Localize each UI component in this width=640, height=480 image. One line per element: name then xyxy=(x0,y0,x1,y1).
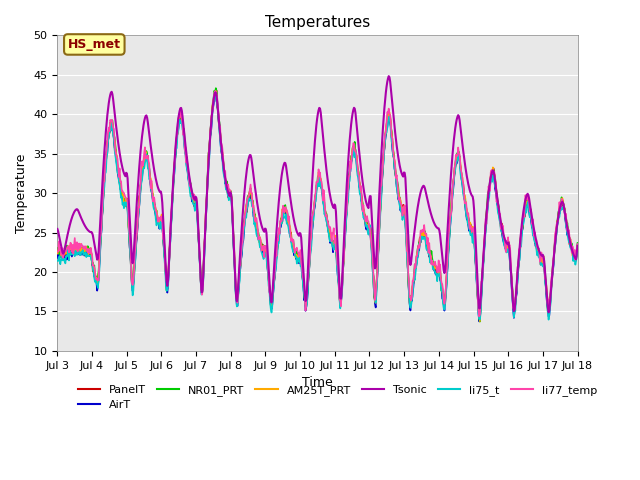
PanelT xyxy=(196,274,204,280)
PanelT xyxy=(116,182,124,188)
AirT xyxy=(170,180,177,186)
li77_temp xyxy=(116,179,124,184)
NR01_PRT xyxy=(396,204,404,210)
PanelT xyxy=(381,134,389,140)
NR01_PRT xyxy=(196,268,204,274)
AM25T_PRT xyxy=(196,278,204,284)
PanelT xyxy=(396,197,404,203)
AirT xyxy=(396,207,404,213)
NR01_PRT xyxy=(212,85,220,91)
li75_t xyxy=(573,248,581,253)
li75_t xyxy=(545,317,552,323)
Line: li75_t: li75_t xyxy=(58,95,577,320)
Tsonic xyxy=(54,226,61,232)
AirT xyxy=(211,92,219,97)
li75_t xyxy=(196,278,204,284)
NR01_PRT xyxy=(381,134,389,140)
Tsonic xyxy=(381,105,388,111)
Legend: PanelT, AirT, NR01_PRT, AM25T_PRT, Tsonic, li75_t, li77_temp: PanelT, AirT, NR01_PRT, AM25T_PRT, Tsoni… xyxy=(74,380,602,415)
Title: Temperatures: Temperatures xyxy=(265,15,370,30)
NR01_PRT xyxy=(476,319,484,324)
Line: PanelT: PanelT xyxy=(58,90,577,316)
li77_temp xyxy=(63,246,70,252)
AM25T_PRT xyxy=(116,185,124,191)
li77_temp xyxy=(54,249,61,254)
li75_t xyxy=(116,188,124,194)
Text: HS_met: HS_met xyxy=(68,38,121,51)
Line: Tsonic: Tsonic xyxy=(58,76,577,312)
NR01_PRT xyxy=(170,183,177,189)
NR01_PRT xyxy=(116,178,124,183)
AM25T_PRT xyxy=(381,135,389,141)
PanelT xyxy=(212,87,220,93)
Tsonic xyxy=(545,310,552,315)
li75_t xyxy=(212,92,220,98)
AM25T_PRT xyxy=(63,249,70,255)
li77_temp xyxy=(573,241,581,247)
AirT xyxy=(63,257,70,263)
Line: NR01_PRT: NR01_PRT xyxy=(58,88,577,322)
li77_temp xyxy=(381,132,389,137)
PanelT xyxy=(476,313,484,319)
Line: AM25T_PRT: AM25T_PRT xyxy=(58,91,577,321)
AirT xyxy=(116,186,124,192)
Tsonic xyxy=(385,73,392,79)
AM25T_PRT xyxy=(170,182,177,188)
Tsonic xyxy=(396,166,404,171)
Line: li77_temp: li77_temp xyxy=(58,91,577,316)
PanelT xyxy=(170,186,177,192)
li77_temp xyxy=(196,275,204,281)
Tsonic xyxy=(63,236,70,241)
li75_t xyxy=(54,258,61,264)
li75_t xyxy=(170,187,177,192)
li75_t xyxy=(63,254,70,260)
AirT xyxy=(54,251,61,256)
li77_temp xyxy=(476,313,483,319)
li77_temp xyxy=(170,180,177,185)
AM25T_PRT xyxy=(54,251,61,256)
PanelT xyxy=(63,255,70,261)
Line: AirT: AirT xyxy=(58,95,577,322)
NR01_PRT xyxy=(63,242,70,248)
Tsonic xyxy=(170,180,177,185)
AM25T_PRT xyxy=(573,243,581,249)
AM25T_PRT xyxy=(396,196,404,202)
li75_t xyxy=(396,207,404,213)
AM25T_PRT xyxy=(476,318,484,324)
li75_t xyxy=(381,138,389,144)
Tsonic xyxy=(116,155,124,160)
AirT xyxy=(381,138,389,144)
AirT xyxy=(573,244,581,250)
X-axis label: Time: Time xyxy=(302,376,333,389)
PanelT xyxy=(573,243,581,249)
Tsonic xyxy=(573,243,581,249)
li77_temp xyxy=(211,88,219,94)
Tsonic xyxy=(196,273,204,279)
NR01_PRT xyxy=(573,240,581,246)
Y-axis label: Temperature: Temperature xyxy=(15,154,28,233)
NR01_PRT xyxy=(54,246,61,252)
AM25T_PRT xyxy=(212,88,220,94)
AirT xyxy=(196,278,204,284)
AirT xyxy=(476,319,483,324)
PanelT xyxy=(54,248,61,253)
li77_temp xyxy=(396,200,404,206)
